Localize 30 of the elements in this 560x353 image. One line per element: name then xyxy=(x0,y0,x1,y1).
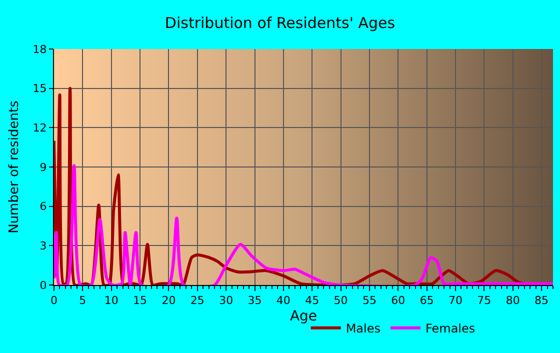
legend-label: Females xyxy=(426,322,476,336)
y-tick-label: 9 xyxy=(40,160,47,174)
x-tick-label: 70 xyxy=(448,294,462,308)
x-tick-label: 55 xyxy=(362,294,376,308)
x-tick-label: 40 xyxy=(276,294,290,308)
x-tick-label: 0 xyxy=(50,294,58,308)
x-tick-label: 65 xyxy=(420,294,434,308)
y-tick-label: 12 xyxy=(32,122,47,135)
y-tick-label: 3 xyxy=(40,240,47,253)
x-tick-label: 35 xyxy=(248,294,262,308)
chart-title: Distribution of Residents' Ages xyxy=(164,14,396,32)
x-tick-label: 30 xyxy=(219,294,234,308)
x-tick-label: 15 xyxy=(133,294,148,308)
x-tick-label: 45 xyxy=(305,294,320,308)
x-tick-label: 50 xyxy=(334,294,348,308)
x-tick-label: 25 xyxy=(190,294,204,308)
y-tick-label: 15 xyxy=(32,82,47,96)
y-tick-label: 0 xyxy=(40,278,47,292)
x-tick-label: 10 xyxy=(104,294,118,308)
y-axis-title: Number of residents xyxy=(7,100,22,234)
x-tick-label: 85 xyxy=(534,294,549,308)
legend-label: Males xyxy=(346,322,381,336)
y-tick-label: 6 xyxy=(40,200,47,214)
x-tick-label: 80 xyxy=(506,294,520,308)
x-tick-label: 20 xyxy=(162,294,176,308)
y-tick-label: 18 xyxy=(32,42,47,56)
x-axis-title: Age xyxy=(290,308,318,324)
x-tick-label: 5 xyxy=(79,294,86,308)
x-tick-label: 75 xyxy=(477,294,492,308)
x-tick-label: 60 xyxy=(391,294,406,308)
